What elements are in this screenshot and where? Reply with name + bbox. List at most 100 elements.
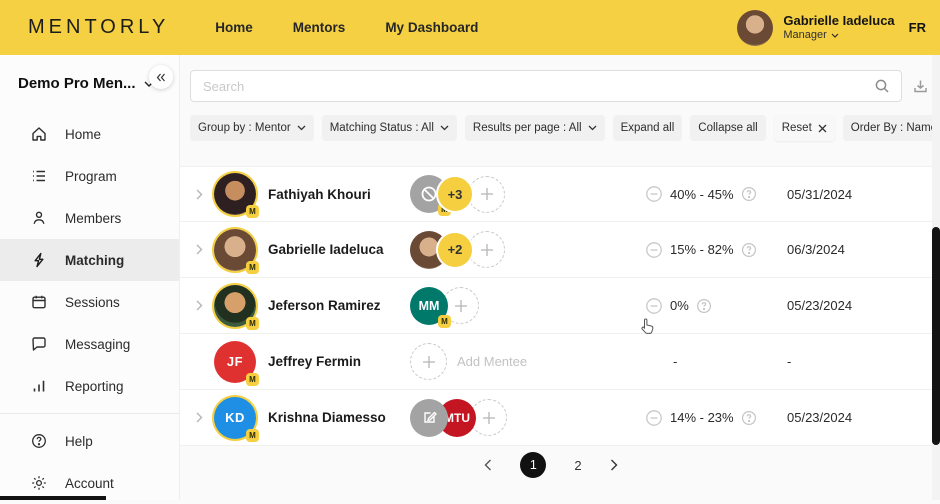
table-row: M Fathiyah Khouri M +3 40% - 45% 05/31/2… xyxy=(180,166,940,222)
remove-circle-icon[interactable] xyxy=(645,409,663,427)
page-2-button[interactable]: 2 xyxy=(574,457,582,473)
chevron-down-icon xyxy=(297,125,306,131)
sidebar-collapse-button[interactable] xyxy=(149,65,173,89)
help-icon xyxy=(32,434,46,448)
mentor-avatar[interactable]: M xyxy=(214,228,259,274)
person-icon xyxy=(33,211,45,224)
plus-icon xyxy=(480,243,493,256)
mentee-overflow-count[interactable]: +2 xyxy=(436,230,474,269)
mentor-avatar[interactable]: KD M xyxy=(214,396,259,442)
expand-all-button[interactable]: Expand all xyxy=(612,115,683,141)
sidebar-item-account[interactable]: Account xyxy=(0,462,179,504)
filter-matching-status[interactable]: Matching Status : All xyxy=(321,115,457,141)
user-menu[interactable]: Gabrielle Iadeluca Manager FR xyxy=(737,9,926,46)
mentor-avatar[interactable]: JF M xyxy=(214,340,259,386)
mentor-name: Gabrielle Iadeluca xyxy=(268,242,384,257)
table-row: KD M Krishna Diamesso MTU 14% - 23% xyxy=(180,390,940,446)
nav-my-dashboard[interactable]: My Dashboard xyxy=(385,20,479,35)
gear-icon xyxy=(32,476,46,490)
mentorly-badge-icon: M xyxy=(246,260,259,274)
sidebar-item-messaging[interactable]: Messaging xyxy=(0,323,179,365)
plus-icon xyxy=(422,355,435,368)
order-by-dropdown[interactable]: Order By : Name xyxy=(842,115,940,141)
top-navigation-bar: MENTORLY Home Mentors My Dashboard Gabri… xyxy=(0,0,940,55)
mentee-avatars: +2 xyxy=(410,230,642,269)
mentee-avatars: MTU xyxy=(410,398,642,437)
edit-mentee-button[interactable] xyxy=(410,398,448,437)
chat-icon xyxy=(32,337,46,351)
mentee-avatar[interactable]: MM M xyxy=(410,286,451,328)
match-percentage: 15% - 82% xyxy=(645,241,787,259)
sidebar-item-program[interactable]: Program xyxy=(0,155,179,197)
vertical-scrollbar[interactable] xyxy=(932,55,940,500)
mentorly-badge-icon: M xyxy=(246,316,259,330)
nav-home[interactable]: Home xyxy=(215,20,253,35)
mentor-avatar[interactable]: M xyxy=(214,284,259,330)
mentor-name: Fathiyah Khouri xyxy=(268,186,371,202)
chevron-down-icon xyxy=(440,125,449,131)
help-circle-icon[interactable] xyxy=(741,410,757,426)
language-toggle[interactable]: FR xyxy=(908,20,926,35)
expand-row-icon[interactable] xyxy=(196,412,210,423)
mentor-avatar[interactable]: M xyxy=(214,173,259,218)
sidebar-item-sessions[interactable]: Sessions xyxy=(0,281,179,323)
remove-circle-icon[interactable] xyxy=(645,297,663,315)
chevron-down-icon xyxy=(588,125,597,131)
page-1-button[interactable]: 1 xyxy=(520,452,547,478)
reset-filters-button[interactable]: Reset xyxy=(773,115,835,141)
mentorly-badge-icon: M xyxy=(438,314,451,328)
nav-mentors[interactable]: Mentors xyxy=(292,20,346,35)
add-mentee-button[interactable] xyxy=(410,343,447,380)
user-avatar[interactable] xyxy=(737,9,774,46)
mentor-name: Jeferson Ramirez xyxy=(268,298,381,313)
remove-circle-icon[interactable] xyxy=(645,185,663,203)
double-chevron-left-icon xyxy=(156,73,165,81)
collapse-all-button[interactable]: Collapse all xyxy=(690,115,766,141)
download-icon[interactable] xyxy=(911,77,930,101)
mentor-name: Jeffrey Fermin xyxy=(268,354,362,369)
user-role-dropdown[interactable]: Manager xyxy=(783,29,894,43)
scrollbar-thumb[interactable] xyxy=(932,227,940,445)
help-circle-icon[interactable] xyxy=(741,186,757,202)
match-percentage: - xyxy=(673,354,678,369)
search-input[interactable] xyxy=(190,70,902,102)
sidebar-item-members[interactable]: Members xyxy=(0,197,179,239)
help-circle-icon[interactable] xyxy=(741,242,757,258)
close-icon xyxy=(818,124,827,132)
matching-table: M Fathiyah Khouri M +3 40% - 45% 05/31/2… xyxy=(180,166,940,446)
remove-circle-icon[interactable] xyxy=(645,241,663,259)
next-page-icon[interactable] xyxy=(610,459,618,471)
sidebar-divider xyxy=(0,413,179,414)
sidebar-item-matching[interactable]: Matching xyxy=(0,239,179,281)
sidebar-menu: Home Program Members Matching Sessions M… xyxy=(0,113,179,504)
sidebar-item-help[interactable]: Help xyxy=(0,420,179,462)
search-bar xyxy=(190,70,902,102)
calendar-icon xyxy=(32,295,46,309)
home-icon xyxy=(32,127,46,141)
mentorly-badge-icon: M xyxy=(246,205,259,218)
edit-icon xyxy=(423,411,437,423)
list-icon xyxy=(33,170,45,182)
sidebar: Demo Pro Men... Home Program Members Mat… xyxy=(0,55,180,500)
previous-page-icon[interactable] xyxy=(484,459,492,471)
search-icon[interactable] xyxy=(873,77,891,100)
mentee-avatars: MM M xyxy=(410,286,642,328)
sidebar-item-home[interactable]: Home xyxy=(0,113,179,155)
match-date: - xyxy=(787,354,792,369)
filter-group-by[interactable]: Group by : Mentor xyxy=(190,115,314,141)
mentorly-badge-icon: M xyxy=(246,428,259,442)
mentorly-badge-icon: M xyxy=(246,372,259,386)
plus-icon xyxy=(480,188,493,200)
expand-row-icon[interactable] xyxy=(196,300,210,311)
mentorly-logo: MENTORLY xyxy=(28,16,170,38)
expand-row-icon[interactable] xyxy=(196,189,210,200)
expand-row-icon[interactable] xyxy=(196,244,210,255)
bar-chart-icon xyxy=(33,380,45,392)
user-name: Gabrielle Iadeluca xyxy=(783,12,895,28)
table-row: JF M Jeffrey Fermin Add Mentee - - xyxy=(180,334,940,390)
help-circle-icon[interactable] xyxy=(696,298,712,314)
filter-results-per-page[interactable]: Results per page : All xyxy=(464,115,605,141)
mentee-overflow-count[interactable]: +3 xyxy=(436,175,474,213)
sidebar-item-reporting[interactable]: Reporting xyxy=(0,365,179,407)
add-mentee-label[interactable]: Add Mentee xyxy=(457,354,528,369)
